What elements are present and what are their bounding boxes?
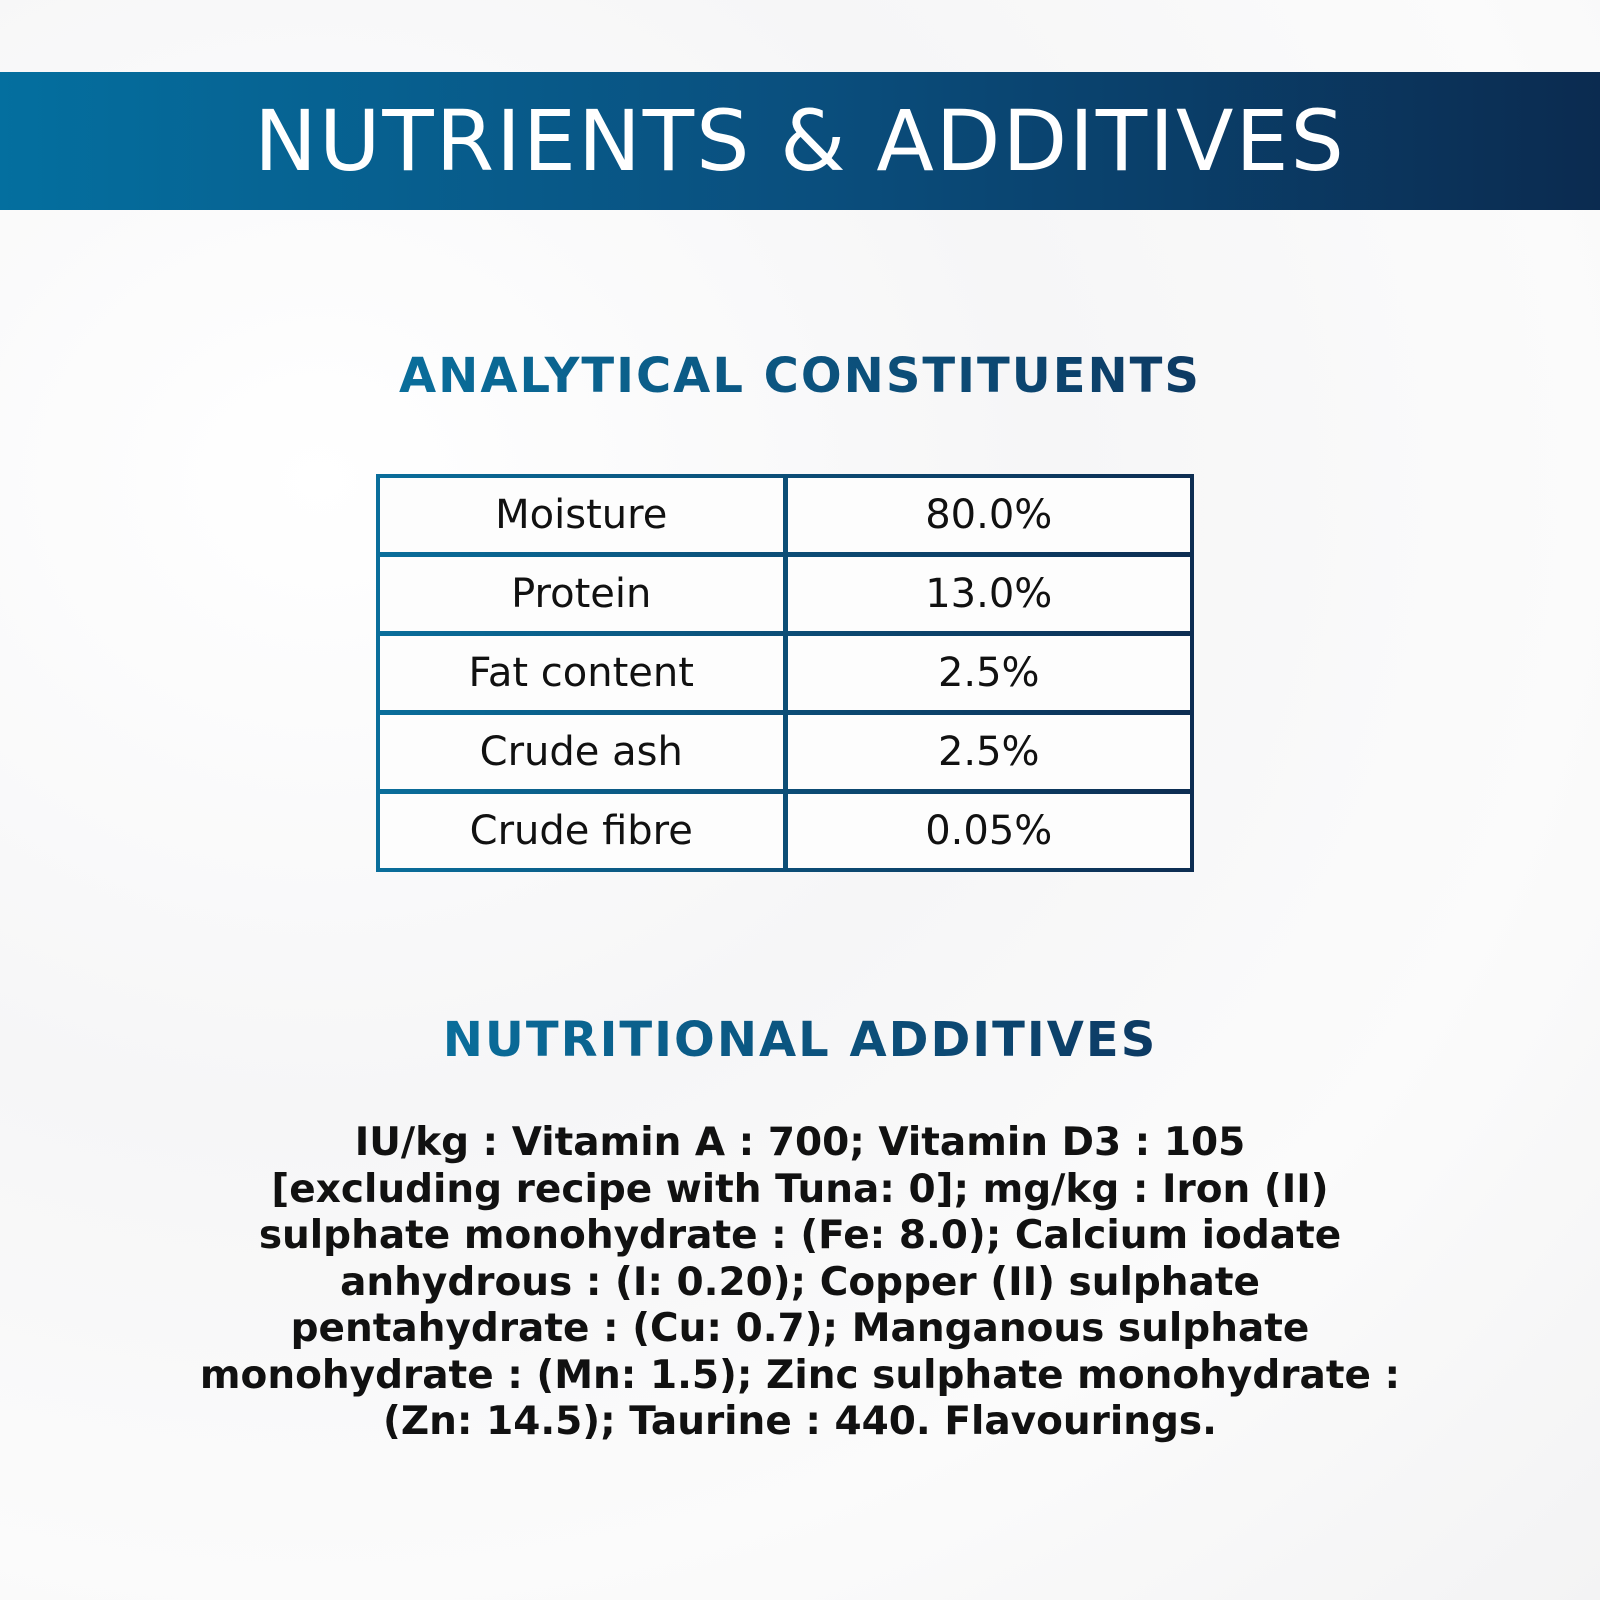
row-value: 2.5%	[787, 715, 1190, 789]
page-title: NUTRIENTS & ADDITIVES	[254, 92, 1346, 190]
text-line: sulphate monohydrate : (Fe: 8.0); Calciu…	[258, 1213, 1342, 1258]
row-label: Moisture	[380, 478, 783, 552]
analytical-constituents-heading: ANALYTICAL CONSTITUENTS	[0, 348, 1600, 404]
row-label: Crude fibre	[380, 794, 783, 868]
text-line: (Zn: 14.5); Taurine : 440. Flavourings.	[383, 1399, 1217, 1444]
heading-text: ANALYTICAL CONSTITUENTS	[399, 348, 1201, 404]
row-label: Crude ash	[380, 715, 783, 789]
row-value: 13.0%	[787, 557, 1190, 631]
analytical-constituents-table: Moisture 80.0% Protein 13.0% Fat content…	[376, 474, 1194, 872]
text-line: pentahydrate : (Cu: 0.7); Manganous sulp…	[290, 1306, 1310, 1351]
row-value: 0.05%	[787, 794, 1190, 868]
row-value: 80.0%	[787, 478, 1190, 552]
title-banner: NUTRIENTS & ADDITIVES	[0, 72, 1600, 210]
row-label: Fat content	[380, 636, 783, 710]
text-line: monohydrate : (Mn: 1.5); Zinc sulphate m…	[199, 1352, 1401, 1398]
row-value: 2.5%	[787, 636, 1190, 710]
row-label: Protein	[380, 557, 783, 631]
nutritional-additives-heading: NUTRITIONAL ADDITIVES	[0, 1012, 1600, 1068]
nutritional-additives-text: IU/kg : Vitamin A : 700; Vitamin D3 : 10…	[0, 1120, 1600, 1446]
text-line: anhydrous : (I: 0.20); Copper (II) sulph…	[340, 1259, 1260, 1305]
text-line: IU/kg : Vitamin A : 700; Vitamin D3 : 10…	[354, 1120, 1246, 1165]
text-line: [excluding recipe with Tuna: 0]; mg/kg :…	[271, 1166, 1329, 1212]
heading-text: NUTRITIONAL ADDITIVES	[442, 1012, 1158, 1068]
